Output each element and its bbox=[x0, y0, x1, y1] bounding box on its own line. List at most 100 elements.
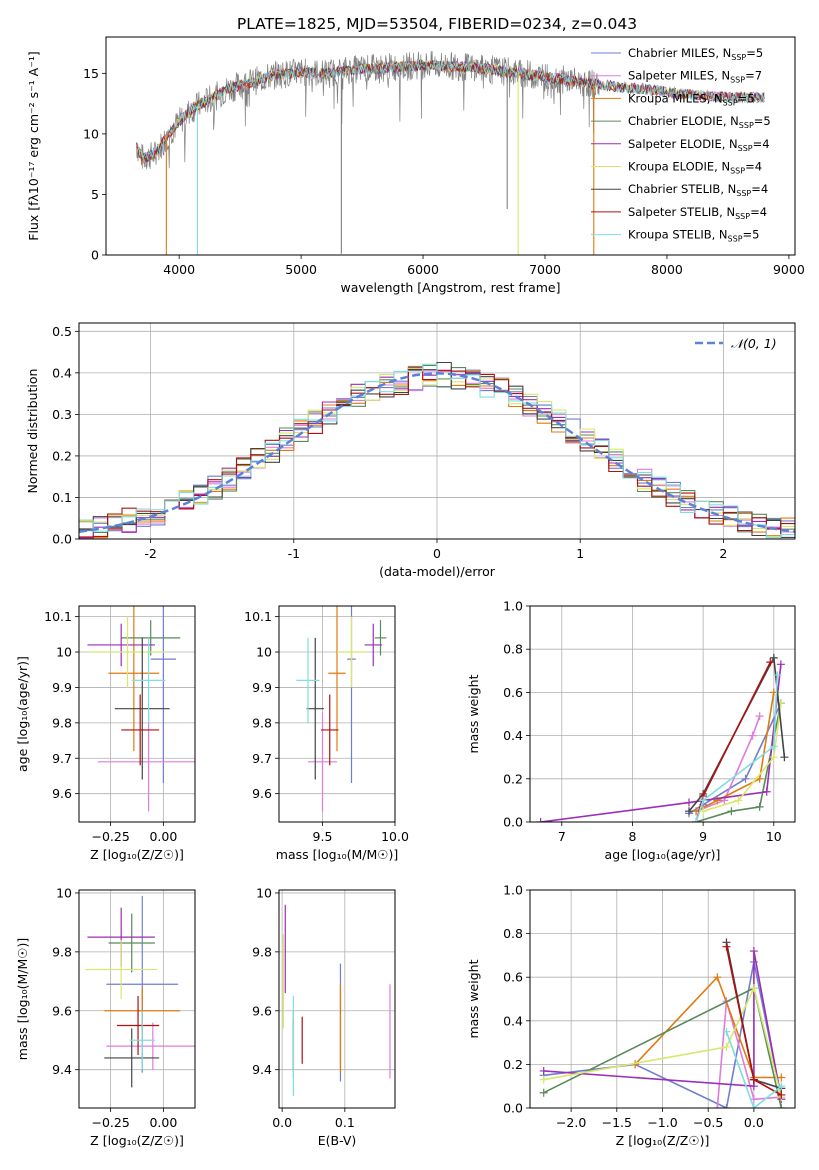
legend-label: Kroupa MILES, NSSP=5 bbox=[628, 91, 755, 107]
x-axis-label: age [log₁₀(age/yr)] bbox=[605, 847, 721, 862]
x-tick-label: 6000 bbox=[407, 262, 439, 277]
x-tick-label: 10.0 bbox=[381, 829, 409, 844]
y-tick-label: 9.7 bbox=[52, 751, 72, 766]
weight-marker bbox=[539, 1088, 548, 1097]
x-tick-label: 0 bbox=[433, 546, 441, 561]
x-axis-label: wavelength [Angstrom, rest frame] bbox=[340, 280, 560, 295]
y-axis-label: Normed distribution bbox=[25, 369, 40, 494]
legend-nssp: 5 bbox=[756, 46, 763, 60]
weight-marker bbox=[766, 658, 775, 667]
y-tick-label: 0.4 bbox=[503, 728, 523, 743]
x-tick-label: 9 bbox=[699, 829, 707, 844]
y-axis-label: Flux [fλ10⁻¹⁷ erg cm⁻² s⁻¹ A⁻¹] bbox=[26, 51, 41, 240]
legend-nssp: 5 bbox=[747, 91, 754, 105]
y-tick-label: 0.0 bbox=[52, 532, 72, 547]
x-axis-label: E(B-V) bbox=[318, 1133, 357, 1148]
panel-age-vs-mass: 9.5 10.0 9.6 9.7 9.8 9.9 10 10.1 mass [log₁₀(M/M… bbox=[244, 605, 409, 862]
panel-spectrum: Chabrier MILES, NSSP=5 Salpeter MILES, NS… bbox=[26, 36, 805, 295]
legend-label: Chabrier ELODIE, NSSP=5 bbox=[628, 114, 771, 130]
y-axis-label: mass weight bbox=[466, 959, 481, 1038]
weight-line bbox=[725, 1031, 782, 1108]
weight-line bbox=[716, 1000, 782, 1108]
y-tick-label: 1.0 bbox=[503, 599, 523, 614]
axes-frame bbox=[105, 36, 796, 256]
errorbar-point bbox=[150, 606, 177, 784]
legend-nssp: 4 bbox=[760, 205, 767, 219]
x-tick-label: 7000 bbox=[529, 262, 561, 277]
legend-nssp: 5 bbox=[752, 228, 759, 242]
model-spectrum-line bbox=[136, 60, 765, 161]
weight-line bbox=[695, 692, 775, 812]
weight-marker bbox=[755, 712, 764, 721]
y-tick-label: 9.9 bbox=[52, 680, 72, 695]
y-axis-label: mass [log₁₀(M/M☉)] bbox=[15, 938, 30, 1060]
weight-line bbox=[702, 703, 782, 812]
panel-weight-vs-age: 7 8 9 10 0.0 0.2 0.4 0.6 0.8 1.0 age [log₁₀(age/yr… bbox=[466, 599, 796, 862]
x-tick-label: 10 bbox=[766, 829, 782, 844]
x-tick-label: −2.0 bbox=[556, 1115, 586, 1130]
y-tick-label: 9.6 bbox=[52, 786, 72, 801]
legend-name: Chabrier STELIB bbox=[628, 182, 720, 196]
weight-line bbox=[543, 950, 783, 1100]
y-axis-label: age [log₁₀(age/yr)] bbox=[15, 656, 30, 772]
errorbar-point bbox=[308, 712, 337, 812]
legend-label: Salpeter ELODIE, NSSP=4 bbox=[628, 137, 770, 153]
weight-marker bbox=[685, 798, 693, 807]
weight-marker bbox=[722, 942, 731, 951]
x-axis-label: mass [log₁₀(M/M☉)] bbox=[276, 847, 398, 862]
x-axis-label: Z [log₁₀(Z/Z☉)] bbox=[616, 1133, 710, 1148]
y-tick-label: 9.9 bbox=[252, 680, 272, 695]
errorbar-point bbox=[106, 1022, 195, 1070]
legend-label: Salpeter MILES, NSSP=7 bbox=[628, 69, 762, 85]
y-tick-label: 10 bbox=[256, 885, 272, 900]
y-tick-label: 0.1 bbox=[52, 490, 72, 505]
axes-frame bbox=[78, 889, 196, 1109]
legend-name: Chabrier ELODIE bbox=[628, 114, 723, 128]
x-tick-label: -1 bbox=[288, 546, 300, 561]
y-tick-label: 10 bbox=[256, 645, 272, 660]
weight-marker bbox=[749, 947, 758, 956]
axes-frame bbox=[278, 605, 396, 823]
residual-legend: 𝒩(0, 1) bbox=[695, 336, 777, 351]
x-tick-label: −1.0 bbox=[647, 1115, 677, 1130]
weight-line bbox=[540, 664, 782, 822]
y-tick-label: 9.8 bbox=[252, 944, 272, 959]
y-tick-label: 9.8 bbox=[52, 715, 72, 730]
x-tick-label: 1 bbox=[576, 546, 584, 561]
weight-marker bbox=[722, 1104, 731, 1108]
legend-name: Chabrier MILES bbox=[628, 46, 715, 60]
weight-marker bbox=[749, 984, 758, 993]
plot-area bbox=[282, 904, 391, 1097]
panel-mass-vs-EBV: 0.0 0.1 9.4 9.6 9.8 10 E(B-V) bbox=[252, 885, 396, 1148]
errorbar-point bbox=[328, 606, 346, 752]
legend-nssp: 5 bbox=[763, 114, 770, 128]
x-tick-label: −0.5 bbox=[693, 1115, 723, 1130]
x-tick-label: 5000 bbox=[285, 262, 317, 277]
errorbar-point bbox=[97, 712, 195, 812]
data-spectrum-line bbox=[136, 51, 601, 170]
weight-marker bbox=[734, 796, 743, 805]
y-tick-label: 0.6 bbox=[503, 685, 523, 700]
panel-weight-vs-Z: −2.0 −1.5 −1.0 −0.5 0.0 0.0 0.2 0.4 0.6 0.8 1.0 Z [… bbox=[466, 883, 796, 1148]
legend-nssp: 4 bbox=[761, 182, 768, 196]
y-tick-label: 0.2 bbox=[503, 771, 523, 786]
weight-marker bbox=[762, 787, 771, 796]
weight-marker bbox=[755, 802, 764, 811]
errorbar-point bbox=[121, 620, 181, 656]
residual-histogram bbox=[79, 368, 795, 538]
x-axis-label: Z [log₁₀(Z/Z☉)] bbox=[90, 847, 184, 862]
y-tick-label: 10.1 bbox=[244, 609, 272, 624]
y-tick-label: 10 bbox=[56, 885, 72, 900]
errorbar-point bbox=[121, 694, 160, 766]
x-tick-label: 0.0 bbox=[272, 1115, 292, 1130]
weight-marker bbox=[769, 653, 778, 662]
legend-nssp: 7 bbox=[755, 69, 762, 83]
plot-area bbox=[136, 51, 765, 255]
plot-area bbox=[536, 653, 789, 822]
errorbar-point bbox=[108, 606, 160, 752]
y-tick-label: 0.3 bbox=[52, 407, 72, 422]
x-tick-label: 9.5 bbox=[313, 829, 333, 844]
legend-nssp: 4 bbox=[755, 160, 762, 174]
panel-age-vs-Z: −0.25 0.00 9.6 9.7 9.8 9.9 10 10.1 Z [log₁₀(Z/Z☉… bbox=[15, 605, 196, 862]
legend-name: Salpeter MILES bbox=[628, 69, 714, 83]
